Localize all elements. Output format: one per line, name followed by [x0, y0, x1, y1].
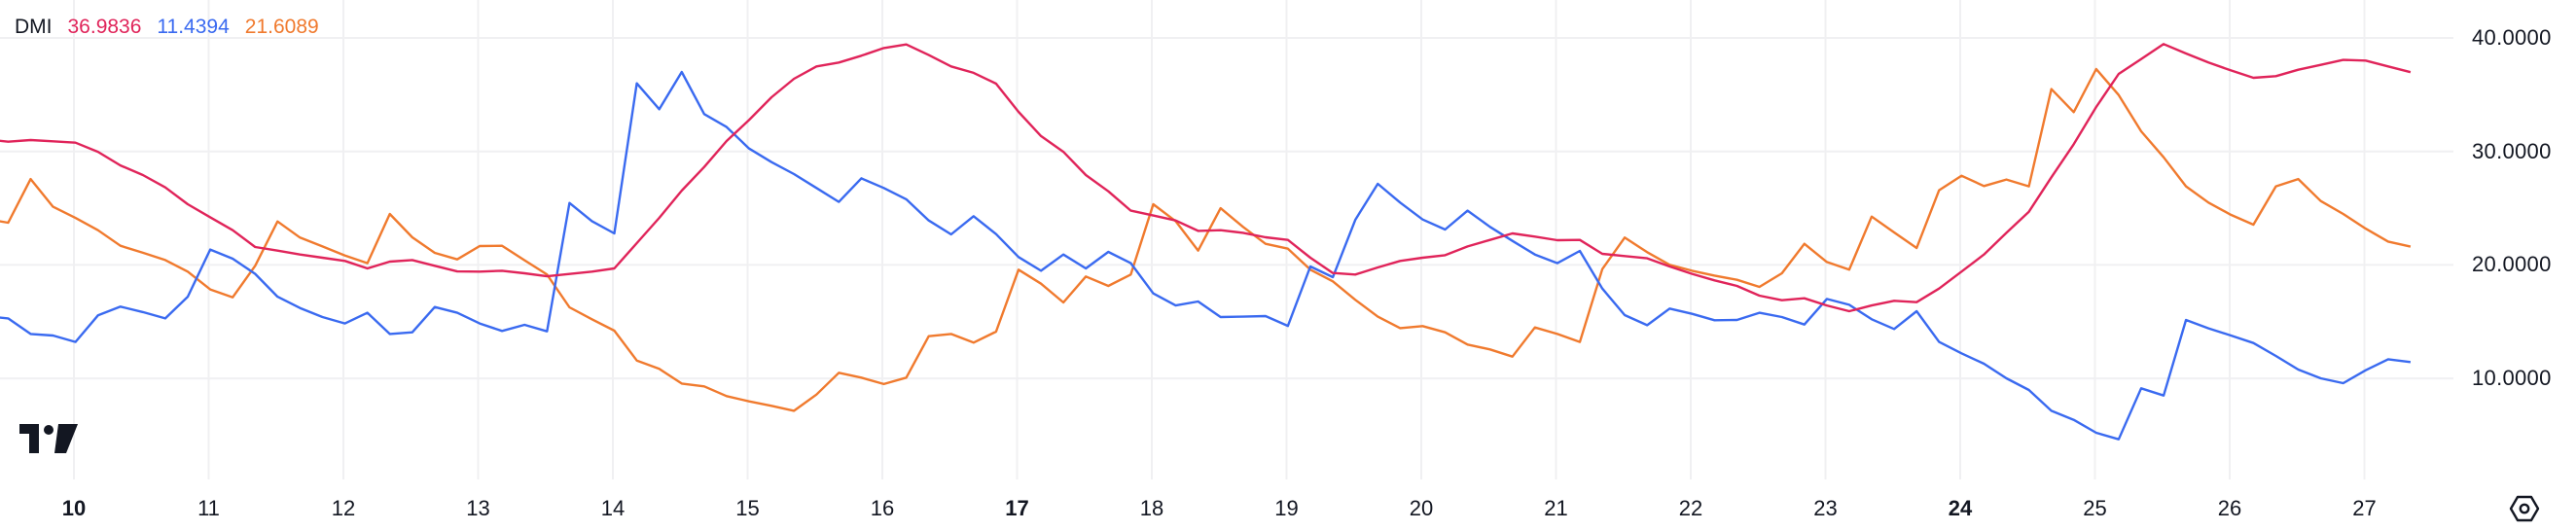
x-axis-label: 19 — [1274, 496, 1299, 520]
indicator-title: DMI — [15, 16, 53, 38]
horizontal-gridlines — [0, 37, 2453, 380]
settings-hexagon-icon[interactable] — [2509, 495, 2540, 522]
indicator-legend[interactable]: DMI 36.9836 11.4394 21.6089 — [15, 13, 335, 42]
x-axis-label: 13 — [466, 496, 490, 520]
minus-di-line[interactable] — [0, 67, 2412, 412]
x-axis-label: 18 — [1139, 496, 1164, 520]
x-axis-label: 17 — [1005, 496, 1029, 520]
plus-di-value: 11.4394 — [157, 16, 230, 38]
y-axis-label: 20.0000 — [2472, 252, 2552, 277]
adx-line[interactable] — [0, 43, 2412, 313]
x-axis-label: 16 — [870, 496, 895, 520]
x-axis-label: 25 — [2083, 496, 2107, 520]
y-axis-label: 30.0000 — [2472, 138, 2552, 163]
x-axis-label: 12 — [331, 496, 356, 520]
tradingview-logo-icon[interactable] — [19, 424, 78, 453]
plusminus-di-line[interactable] — [0, 70, 2412, 441]
x-axis-label: 23 — [1813, 496, 1838, 520]
y-axis-label: 40.0000 — [2472, 25, 2552, 50]
x-axis-label: 26 — [2217, 496, 2242, 520]
x-axis-label: 10 — [61, 496, 87, 520]
x-axis-label: 15 — [735, 496, 760, 520]
x-axis-label: 11 — [197, 496, 220, 520]
x-axis-label: 14 — [600, 496, 626, 520]
x-axis-label: 22 — [1678, 496, 1703, 520]
x-axis-label: 24 — [1948, 496, 1973, 520]
x-axis-label: 27 — [2352, 496, 2377, 520]
x-axis-label: 20 — [1409, 496, 1434, 520]
minus-di-value: 21.6089 — [244, 16, 319, 38]
dmi-series — [0, 43, 2412, 441]
y-axis-label: 10.0000 — [2472, 366, 2552, 391]
vertical-gridlines — [73, 0, 2366, 479]
adx-value: 36.9836 — [67, 16, 142, 38]
x-axis-label: 21 — [1544, 496, 1568, 520]
